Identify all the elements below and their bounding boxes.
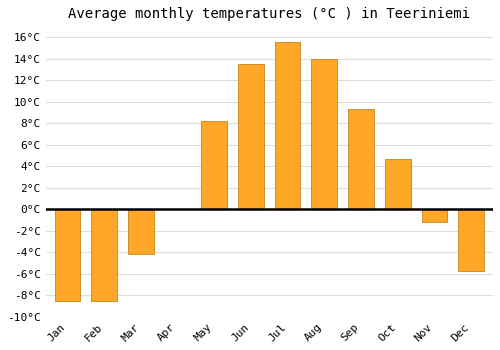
Bar: [312, 58, 337, 209]
Bar: [238, 64, 264, 209]
Bar: [348, 109, 374, 209]
Bar: [202, 121, 227, 209]
Bar: [128, 209, 154, 254]
Bar: [92, 209, 117, 301]
Bar: [458, 209, 484, 271]
Bar: [54, 209, 80, 301]
Title: Average monthly temperatures (°C ) in Teeriniemi: Average monthly temperatures (°C ) in Te…: [68, 7, 470, 21]
Bar: [275, 42, 300, 209]
Bar: [385, 159, 410, 209]
Bar: [422, 209, 447, 222]
